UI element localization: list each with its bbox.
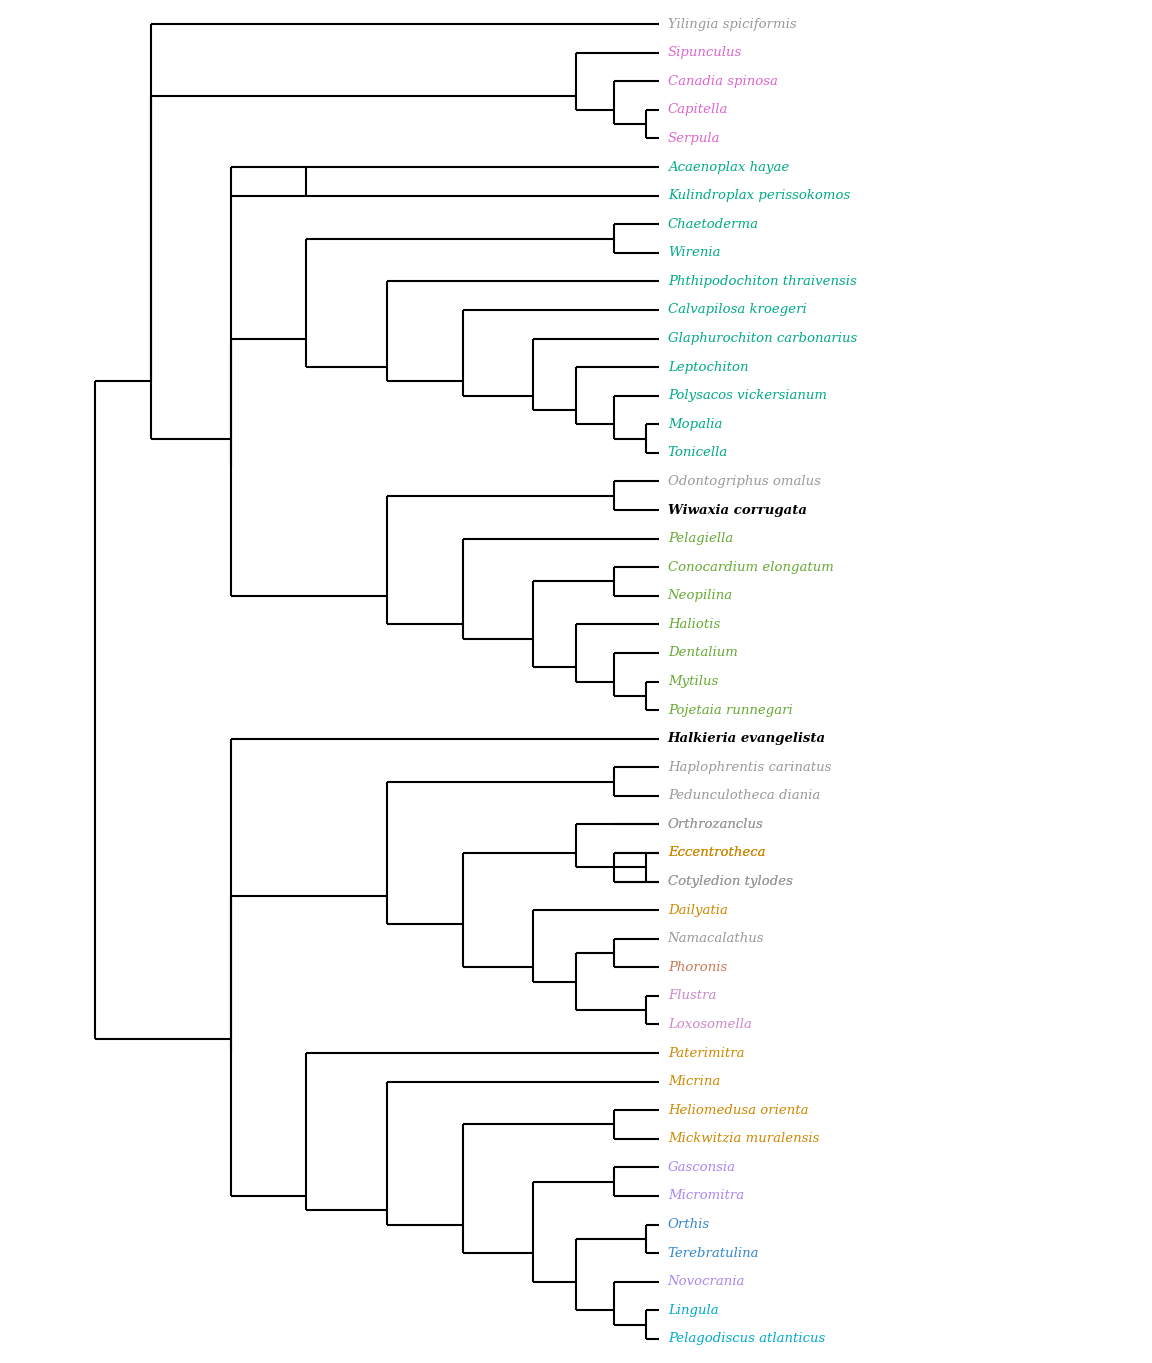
Text: Neopilina: Neopilina: [668, 589, 733, 602]
Text: Phoronis: Phoronis: [668, 961, 727, 973]
Text: Wiwaxia corrugata: Wiwaxia corrugata: [668, 503, 806, 517]
Text: Dentalium: Dentalium: [668, 646, 737, 660]
Text: Eccentrotheca: Eccentrotheca: [668, 846, 765, 860]
Text: Mytilus: Mytilus: [668, 675, 718, 688]
Text: Loxosomella: Loxosomella: [668, 1018, 751, 1030]
Text: Mickwitzia muralensis: Mickwitzia muralensis: [668, 1133, 819, 1145]
Text: Novocrania: Novocrania: [668, 1276, 745, 1288]
Text: Yilingia spiciformis: Yilingia spiciformis: [668, 18, 796, 31]
Text: Pelagodiscus atlanticus: Pelagodiscus atlanticus: [668, 1332, 825, 1345]
Text: Pedunculotheca diania: Pedunculotheca diania: [668, 789, 820, 803]
Text: Capitella: Capitella: [668, 104, 728, 116]
Text: Flustra: Flustra: [668, 990, 717, 1002]
Text: Haplophrentis carinatus: Haplophrentis carinatus: [668, 761, 831, 774]
Text: Serpula: Serpula: [668, 132, 720, 144]
Text: Orthis: Orthis: [668, 1219, 710, 1231]
Text: Lingula: Lingula: [668, 1304, 719, 1317]
Text: Micrina: Micrina: [668, 1075, 720, 1088]
Text: Gasconsia: Gasconsia: [668, 1161, 736, 1174]
Text: Pojetaia runnegari: Pojetaia runnegari: [668, 703, 793, 717]
Text: Acaenoplax hayae: Acaenoplax hayae: [668, 161, 789, 173]
Text: Tonicella: Tonicella: [668, 446, 728, 459]
Text: Conocardium elongatum: Conocardium elongatum: [668, 560, 834, 574]
Text: Sipunculus: Sipunculus: [668, 46, 742, 59]
Text: Heliomedusa orienta: Heliomedusa orienta: [668, 1104, 809, 1116]
Text: Cotyledion tylodes: Cotyledion tylodes: [668, 875, 793, 889]
Text: Canadia spinosa: Canadia spinosa: [668, 75, 778, 87]
Text: Terebratulina: Terebratulina: [668, 1247, 759, 1259]
Text: Micromitra: Micromitra: [668, 1190, 744, 1202]
Text: Wirenia: Wirenia: [668, 247, 720, 259]
Text: Odontogriphus omalus: Odontogriphus omalus: [668, 474, 820, 488]
Text: Pelagiella: Pelagiella: [668, 532, 733, 545]
Text: Dailyatia: Dailyatia: [668, 904, 728, 917]
Text: Mopalia: Mopalia: [668, 418, 722, 431]
Text: Glaphurochiton carbonarius: Glaphurochiton carbonarius: [668, 333, 857, 345]
Text: Calvapilosa kroegeri: Calvapilosa kroegeri: [668, 304, 806, 316]
Text: Cotyledion tylodes: Cotyledion tylodes: [668, 875, 793, 889]
Text: Polysacos vickersianum: Polysacos vickersianum: [668, 390, 827, 402]
Text: Eccentrotheca: Eccentrotheca: [668, 846, 765, 860]
Text: Phthipodochiton thraivensis: Phthipodochiton thraivensis: [668, 275, 856, 288]
Text: Haliotis: Haliotis: [668, 617, 720, 631]
Text: Paterimitra: Paterimitra: [668, 1047, 744, 1059]
Text: Orthrozanclus: Orthrozanclus: [668, 818, 764, 831]
Text: Kulindroplax perissokomos: Kulindroplax perissokomos: [668, 189, 850, 202]
Text: Halkieria evangelista: Halkieria evangelista: [668, 732, 826, 746]
Text: Orthrozanclus: Orthrozanclus: [668, 818, 764, 831]
Text: Chaetoderma: Chaetoderma: [668, 218, 759, 230]
Text: Namacalathus: Namacalathus: [668, 932, 764, 945]
Text: Leptochiton: Leptochiton: [668, 361, 748, 373]
